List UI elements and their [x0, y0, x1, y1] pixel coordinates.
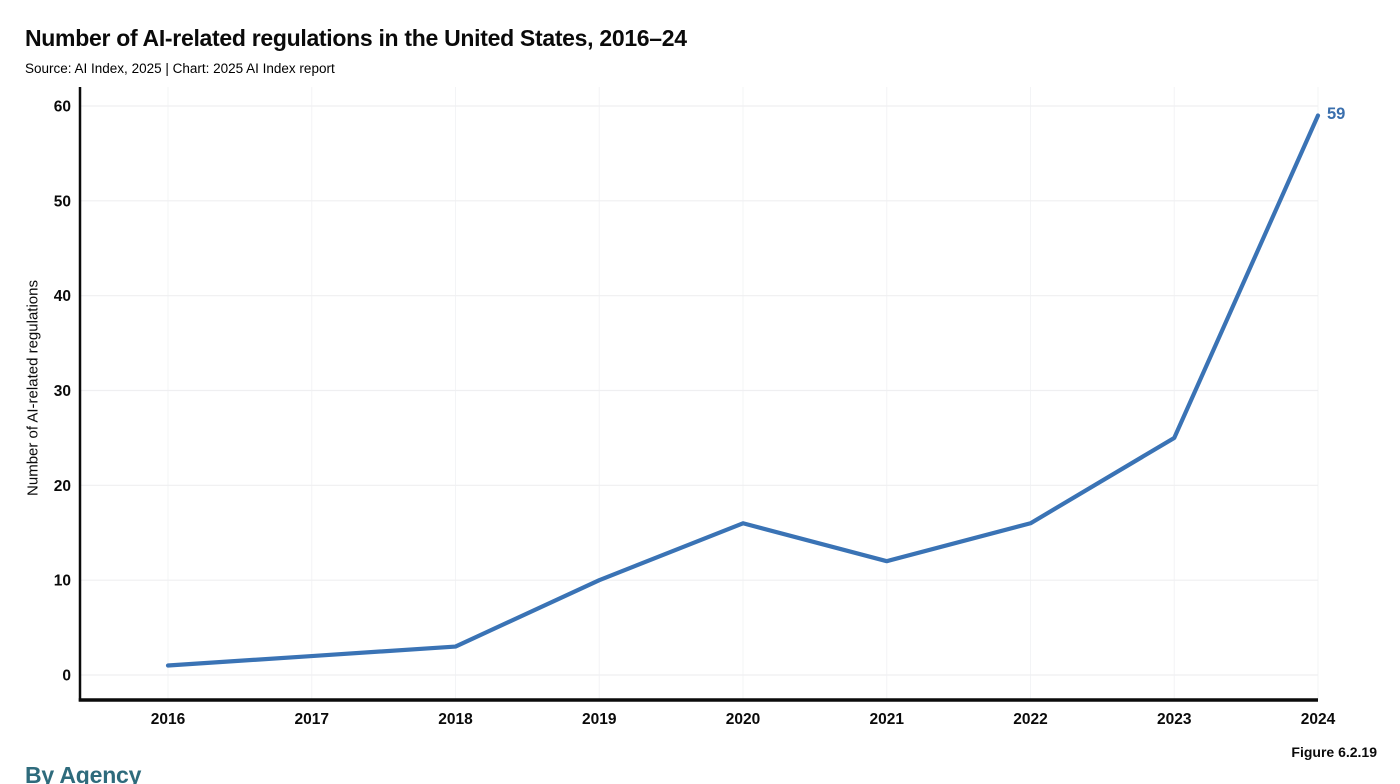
x-tick-label: 2019 [582, 711, 617, 728]
y-tick-label: 50 [54, 193, 71, 210]
y-tick-label: 40 [54, 288, 71, 305]
x-tick-label: 2021 [870, 711, 905, 728]
y-axis-label: Number of AI-related regulations [24, 280, 42, 496]
x-tick-label: 2024 [1301, 711, 1336, 728]
y-tick-label: 20 [54, 478, 71, 495]
end-value-label: 59 [1327, 105, 1346, 124]
x-tick-label: 2017 [295, 711, 329, 728]
next-section-heading: By Agency [25, 762, 142, 784]
chart-source-note: Source: AI Index, 2025 | Chart: 2025 AI … [25, 61, 335, 76]
data-line-series [165, 113, 1321, 668]
x-tick-label: 2022 [1013, 711, 1047, 728]
y-tick-label: 10 [54, 573, 71, 590]
x-tick-label: 2020 [726, 711, 760, 728]
figure-number-label: Figure 6.2.19 [1291, 744, 1377, 760]
y-tick-label: 60 [54, 99, 71, 116]
line-chart-plot-area: 0 10 20 30 40 50 60 2016 2017 2018 2019 2020 2021 202… [54, 87, 1336, 728]
x-tick-label: 2018 [438, 711, 473, 728]
y-tick-label: 0 [62, 668, 71, 685]
x-tick-label: 2023 [1157, 711, 1192, 728]
x-tick-label: 2016 [151, 711, 186, 728]
chart-title: Number of AI-related regulations in the … [25, 25, 687, 51]
y-tick-label: 30 [54, 383, 71, 400]
